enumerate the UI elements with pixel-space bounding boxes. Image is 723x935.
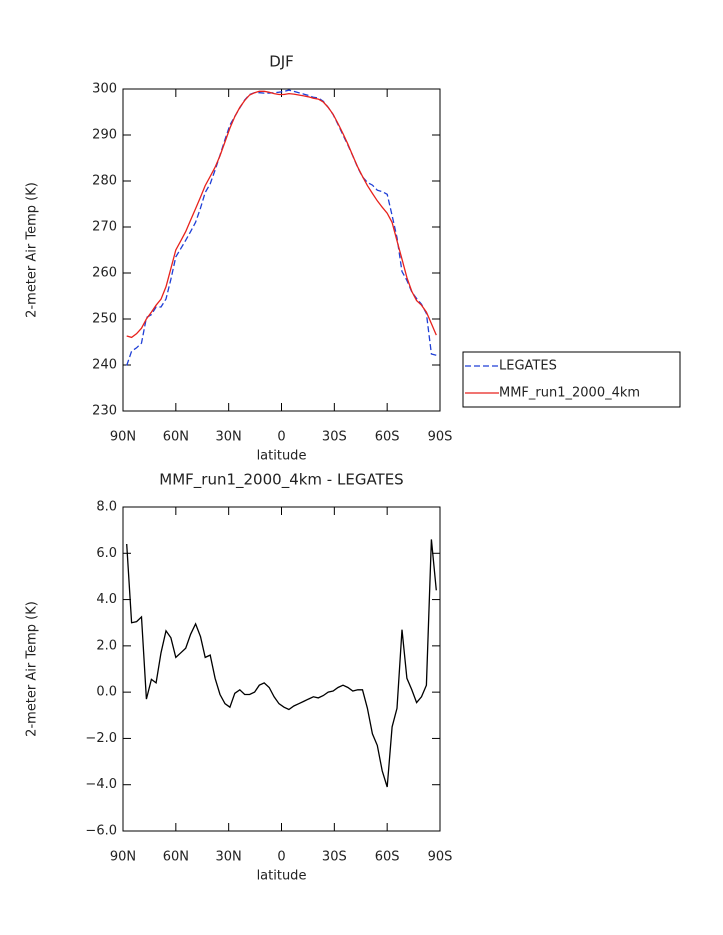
y-tick-label: 0.0 [96,685,117,700]
y-tick-label: −6.0 [85,824,117,839]
x-tick-label: 0 [277,850,285,865]
x-axis-label: latitude [257,449,307,464]
y-tick-label: 280 [92,174,117,189]
line-series [126,89,437,366]
x-tick-label: 30S [322,430,347,445]
x-tick-label: 30N [216,430,242,445]
y-tick-label: 240 [92,358,117,373]
y-tick-label: 260 [92,266,117,281]
y-axis-label: 2-meter Air Temp (K) [25,601,40,737]
x-tick-label: 60S [375,850,400,865]
y-axis-label: 2-meter Air Temp (K) [25,182,40,318]
legend-label: LEGATES [499,359,557,374]
x-tick-label: 60N [163,430,189,445]
y-tick-label: 4.0 [96,592,117,607]
legend-label: MMF_run1_2000_4km [499,386,640,401]
x-axis-label: latitude [257,869,307,884]
x-tick-label: 60N [163,850,189,865]
line-series [126,539,437,788]
y-tick-label: −4.0 [85,777,117,792]
x-tick-label: 90N [110,850,136,865]
plot-frame [122,88,441,412]
y-tick-label: 2.0 [96,638,117,653]
x-tick-label: 30S [322,850,347,865]
y-tick-label: 250 [92,312,117,327]
y-tick-label: 6.0 [96,546,117,561]
x-tick-label: 90S [428,430,453,445]
y-tick-label: 290 [92,128,117,143]
legend-box [462,351,681,408]
y-tick-label: 300 [92,82,117,97]
y-tick-label: −2.0 [85,731,117,746]
y-tick-label: 230 [92,404,117,419]
y-tick-label: 8.0 [96,500,117,515]
chart-title: DJF [269,53,294,71]
chart-title: MMF_run1_2000_4km - LEGATES [159,471,403,490]
y-tick-label: 270 [92,220,117,235]
plot-frame [122,506,441,832]
x-tick-label: 0 [277,430,285,445]
x-tick-label: 30N [216,850,242,865]
x-tick-label: 60S [375,430,400,445]
x-tick-label: 90N [110,430,136,445]
line-series [126,90,437,339]
x-tick-label: 90S [428,850,453,865]
